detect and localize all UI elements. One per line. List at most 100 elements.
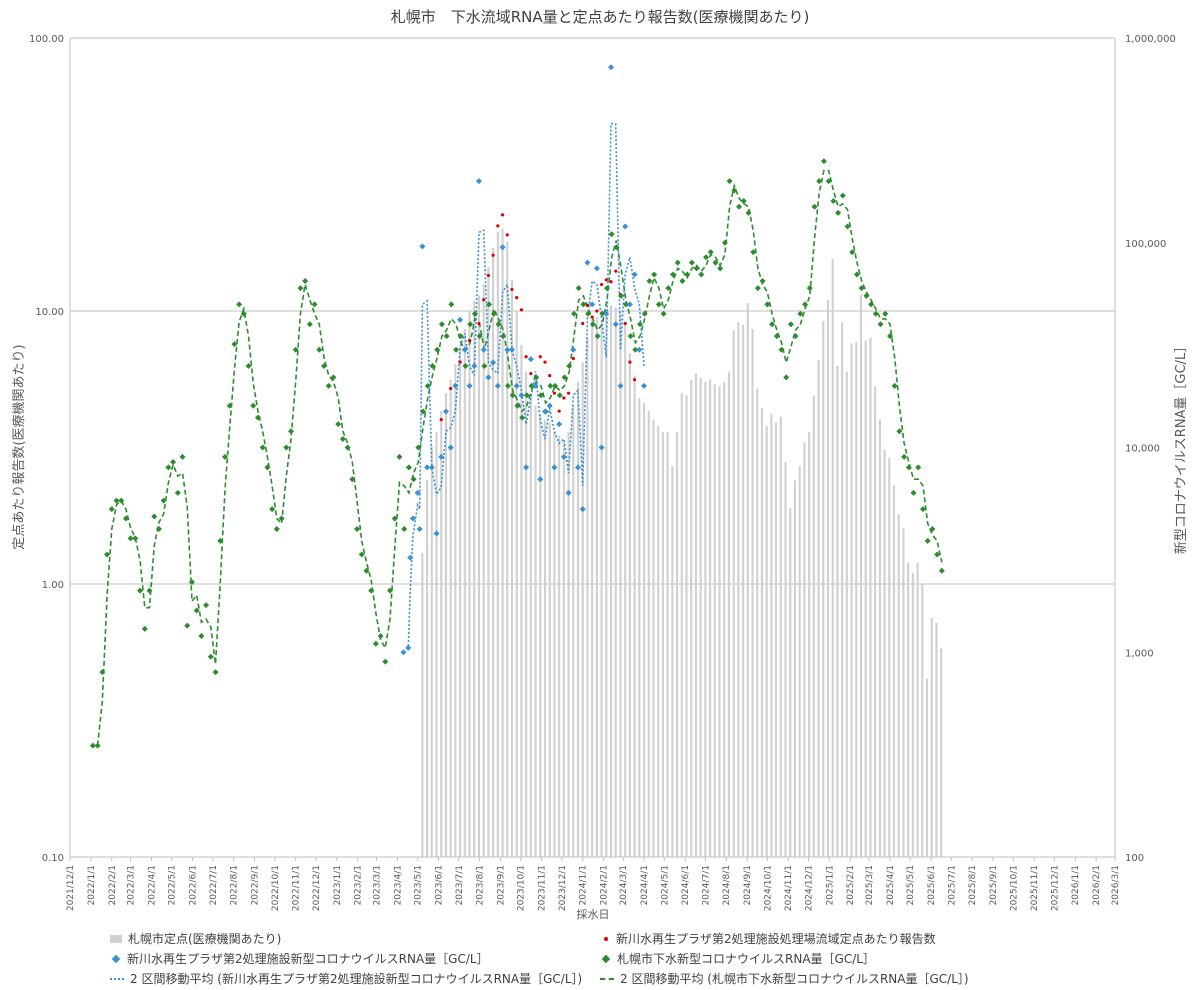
green-point xyxy=(575,285,582,292)
y-axis-label-right: 新型コロナウイルスRNA量［GC/L］ xyxy=(1173,340,1189,554)
blue-point xyxy=(494,382,501,389)
green-point xyxy=(457,333,464,340)
x-tick-label: 2026/3/1 xyxy=(1111,865,1121,905)
green-point xyxy=(750,249,757,256)
green-point xyxy=(448,301,455,308)
green-point xyxy=(462,363,469,370)
green-point xyxy=(188,579,195,586)
bar xyxy=(671,466,674,857)
bar xyxy=(737,322,740,857)
green-point xyxy=(637,321,643,328)
green-point xyxy=(104,551,111,558)
legend-label-bar: 札幌市定点(医療機関あたり) xyxy=(128,932,282,946)
x-tick-label: 2024/8/1 xyxy=(722,865,732,905)
green-point xyxy=(891,382,898,389)
x-tick-label: 2025/5/1 xyxy=(906,865,916,905)
green-point xyxy=(806,285,813,292)
blue-point xyxy=(407,554,414,561)
bar xyxy=(841,322,844,857)
green-point xyxy=(556,392,563,399)
green-point xyxy=(99,669,106,676)
green-point xyxy=(684,271,691,278)
green-point xyxy=(858,285,865,292)
green-point xyxy=(934,551,941,558)
bar xyxy=(718,386,721,857)
x-tick-label: 2025/9/1 xyxy=(989,865,999,905)
green-point xyxy=(839,192,846,199)
green-point xyxy=(184,622,191,629)
green-point xyxy=(283,444,290,451)
bar xyxy=(690,379,693,857)
green-point xyxy=(924,537,931,544)
green-point xyxy=(434,346,441,353)
green-point xyxy=(236,301,243,308)
y-tick-label-right: 10,000 xyxy=(1125,444,1160,455)
red-point xyxy=(609,280,613,284)
green-point xyxy=(632,346,639,353)
bar xyxy=(907,562,910,857)
bar xyxy=(595,317,598,858)
bar xyxy=(694,373,697,857)
red-point xyxy=(543,360,547,364)
blue-point xyxy=(560,453,567,460)
x-tick-label: 2021/12/1 xyxy=(66,865,76,911)
bar xyxy=(940,648,943,857)
green-point xyxy=(221,453,228,460)
legend-item-blue: 新川水再生プラザ第2処理施設新型コロナウイルスRNA量［GC/L］ xyxy=(110,950,489,967)
green-point xyxy=(405,464,412,471)
red-point xyxy=(496,224,500,228)
red-point xyxy=(548,373,552,378)
blue-point xyxy=(480,346,487,353)
x-tick-label: 2025/3/1 xyxy=(865,865,875,905)
green-point xyxy=(872,310,879,317)
green-point xyxy=(240,310,247,317)
chart-svg: 札幌市 下水流域RNA量と定点あたり報告数(医療機関あたり) 100.00 10.… xyxy=(12,8,1189,921)
blue-point xyxy=(400,649,407,656)
x-tick-label: 2024/9/1 xyxy=(743,865,753,905)
y-tick-label-left: 1.00 xyxy=(42,580,64,591)
red-point xyxy=(562,396,566,400)
blue-point xyxy=(603,310,610,317)
red-point xyxy=(571,356,575,361)
green-point xyxy=(377,633,384,640)
bar xyxy=(798,466,801,857)
green-point xyxy=(919,506,926,513)
green-point xyxy=(273,525,280,532)
green-point xyxy=(844,223,851,230)
bar xyxy=(723,381,726,857)
blue-point xyxy=(438,453,445,460)
green-point xyxy=(391,515,398,522)
green-point xyxy=(363,567,370,574)
blue-point xyxy=(499,244,506,251)
bar xyxy=(666,432,669,857)
green-point xyxy=(736,203,743,210)
y-tick-label-left: 10.00 xyxy=(35,307,64,318)
green-point xyxy=(495,321,502,328)
legend-swatch-blue xyxy=(111,954,121,963)
chart-title: 札幌市 下水流域RNA量と定点あたり報告数(医療機関あたり) xyxy=(391,8,810,26)
bar xyxy=(586,337,589,857)
green-point xyxy=(651,271,658,278)
green-point xyxy=(613,244,620,251)
green-point xyxy=(863,292,870,299)
bar xyxy=(652,419,655,857)
legend-swatch-bar xyxy=(110,934,122,943)
bar xyxy=(463,328,466,857)
green-point xyxy=(306,321,313,328)
green-point xyxy=(401,525,408,532)
green-point xyxy=(533,374,540,381)
green-point xyxy=(674,259,681,266)
x-tick-label: 2024/4/1 xyxy=(640,865,650,905)
y-tick-label-right: 100 xyxy=(1125,853,1144,864)
green-point xyxy=(212,669,219,676)
green-point xyxy=(264,464,271,471)
green-point xyxy=(259,444,266,451)
blue-point xyxy=(523,464,530,471)
y-tick-label-right: 1,000 xyxy=(1125,648,1154,659)
bar xyxy=(850,343,853,857)
green-point xyxy=(797,310,804,317)
red-point xyxy=(486,273,491,278)
bar xyxy=(562,442,565,857)
bar xyxy=(675,432,679,857)
